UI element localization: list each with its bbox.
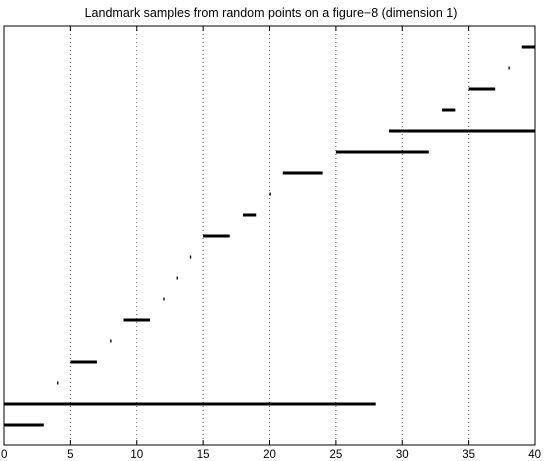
interval-bars xyxy=(4,45,535,427)
x-tick-label: 40 xyxy=(528,449,541,461)
x-tick-label: 20 xyxy=(263,449,276,461)
x-tick-label: 5 xyxy=(67,449,73,461)
x-axis-ticks: 0 5 10 15 20 25 30 35 40 xyxy=(1,26,541,461)
x-tick-label: 25 xyxy=(329,449,342,461)
chart-title: Landmark samples from random points on a… xyxy=(85,6,458,20)
grid-lines xyxy=(69,26,470,445)
x-tick-label: 30 xyxy=(396,449,409,461)
x-tick-label: 35 xyxy=(462,449,475,461)
x-tick-label: 10 xyxy=(130,449,143,461)
x-tick-label: 15 xyxy=(197,449,210,461)
x-tick-label: 0 xyxy=(1,449,7,461)
